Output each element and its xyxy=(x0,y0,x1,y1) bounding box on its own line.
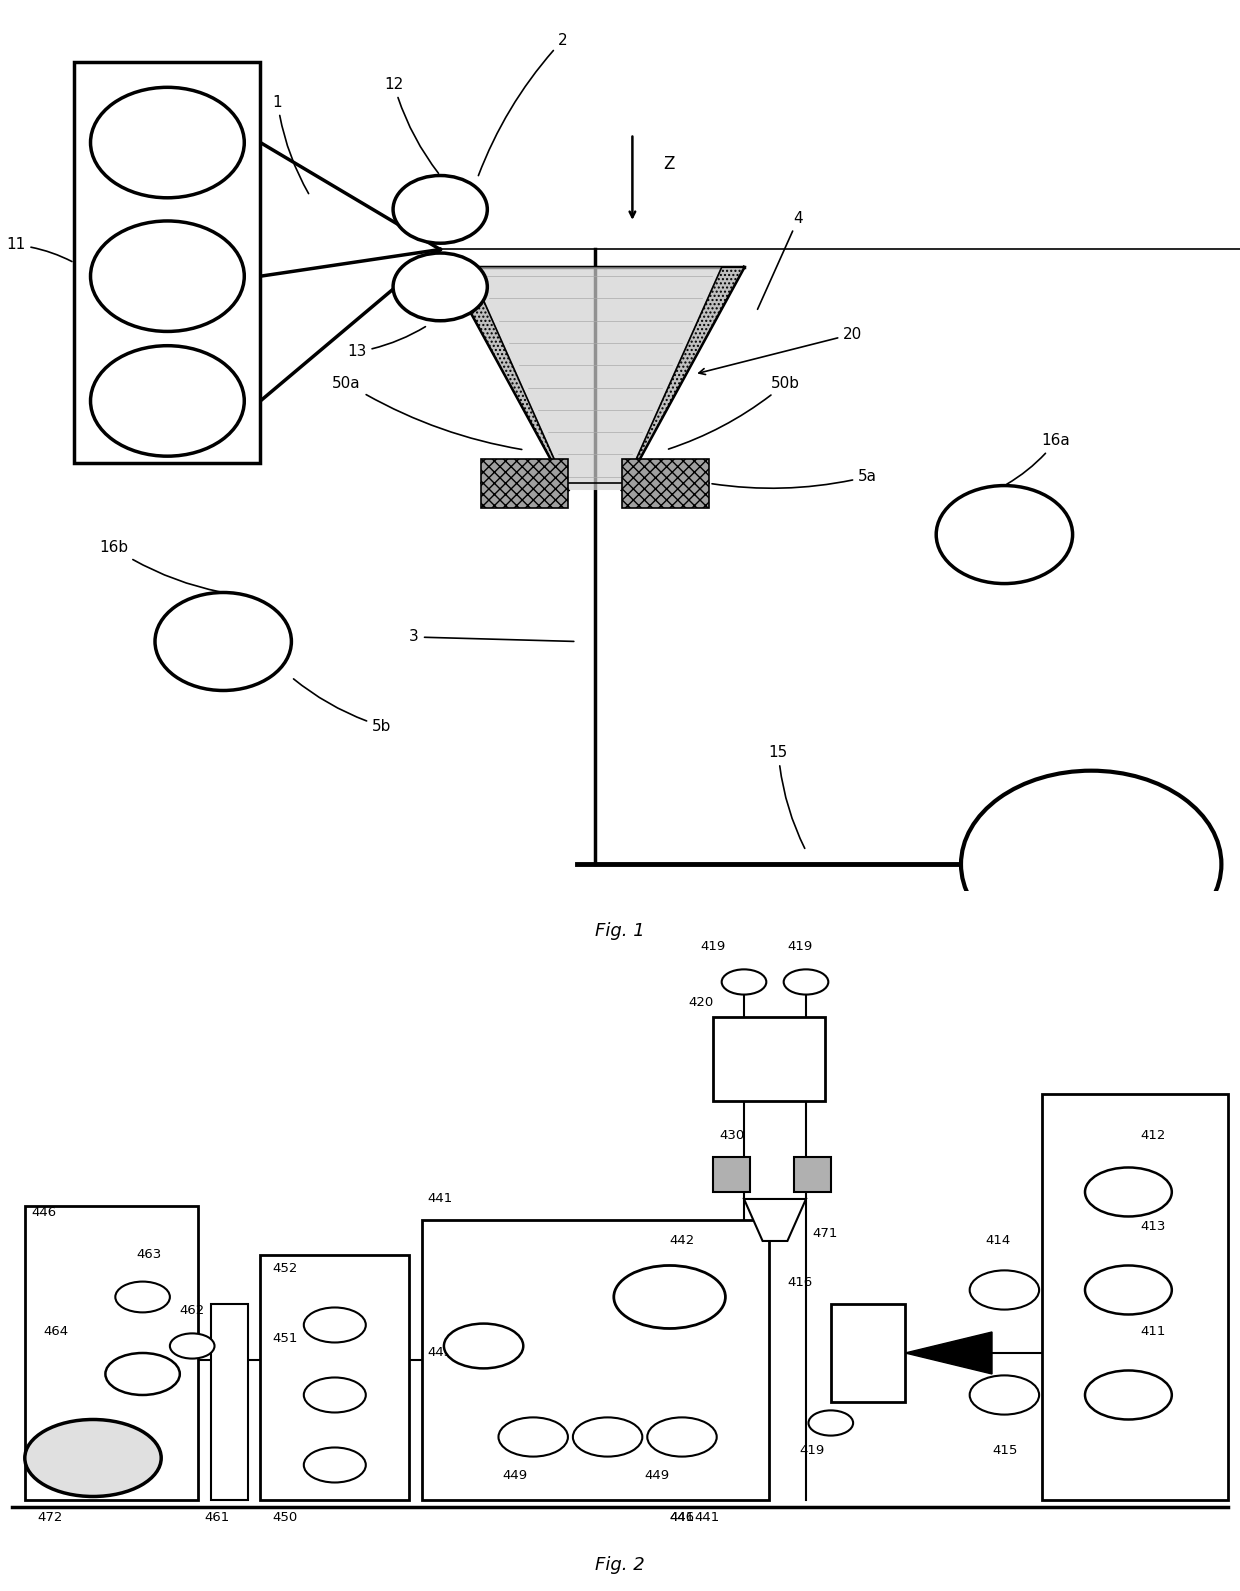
Circle shape xyxy=(1085,1370,1172,1419)
Text: 441: 441 xyxy=(670,1511,694,1524)
Text: 15: 15 xyxy=(769,745,805,848)
Circle shape xyxy=(105,1352,180,1395)
Text: 16a: 16a xyxy=(1007,433,1070,484)
Circle shape xyxy=(393,175,487,243)
Circle shape xyxy=(304,1378,366,1413)
Text: Z: Z xyxy=(663,156,675,173)
Circle shape xyxy=(393,253,487,321)
Text: 419: 419 xyxy=(800,1445,825,1457)
Text: 446: 446 xyxy=(670,1511,694,1524)
Circle shape xyxy=(304,1308,366,1343)
Text: 441: 441 xyxy=(428,1193,453,1206)
Bar xyxy=(1042,1095,1228,1500)
Text: 50a: 50a xyxy=(332,375,522,450)
Text: 5b: 5b xyxy=(294,679,392,733)
Circle shape xyxy=(91,345,244,457)
Circle shape xyxy=(961,770,1221,958)
Circle shape xyxy=(91,88,244,197)
Text: 5a: 5a xyxy=(712,469,877,488)
Text: 443: 443 xyxy=(428,1346,453,1359)
Polygon shape xyxy=(622,267,744,490)
Circle shape xyxy=(170,1333,215,1359)
Text: 430: 430 xyxy=(719,1130,744,1142)
Text: 462: 462 xyxy=(180,1305,205,1317)
Text: 4: 4 xyxy=(758,210,804,309)
Bar xyxy=(422,1220,769,1500)
Text: 416: 416 xyxy=(787,1276,812,1289)
Text: 3: 3 xyxy=(409,630,574,644)
Circle shape xyxy=(25,1419,161,1497)
Text: 1: 1 xyxy=(273,95,309,194)
Text: 463: 463 xyxy=(136,1249,161,1262)
Text: 451: 451 xyxy=(273,1333,298,1346)
Circle shape xyxy=(970,1375,1039,1414)
Text: 13: 13 xyxy=(347,326,425,360)
Bar xyxy=(25,1206,198,1500)
Circle shape xyxy=(1085,1265,1172,1314)
Text: 415: 415 xyxy=(992,1445,1017,1457)
Text: 472: 472 xyxy=(37,1511,62,1524)
Bar xyxy=(794,1157,831,1192)
Circle shape xyxy=(1085,1168,1172,1217)
Circle shape xyxy=(722,969,766,994)
Bar xyxy=(211,1305,248,1500)
Text: 419: 419 xyxy=(787,940,812,953)
Circle shape xyxy=(614,1265,725,1328)
Polygon shape xyxy=(905,1332,992,1375)
Text: 16b: 16b xyxy=(99,541,221,592)
Bar xyxy=(831,1305,905,1402)
Bar xyxy=(260,1255,409,1500)
Circle shape xyxy=(115,1282,170,1313)
Bar xyxy=(713,1157,750,1192)
Circle shape xyxy=(304,1448,366,1483)
Text: 449: 449 xyxy=(502,1468,527,1481)
Bar xyxy=(622,458,709,508)
Bar xyxy=(481,458,568,508)
Text: 450: 450 xyxy=(273,1511,298,1524)
Polygon shape xyxy=(744,1200,806,1241)
Text: 411: 411 xyxy=(1141,1325,1166,1338)
Text: 464: 464 xyxy=(43,1325,68,1338)
Circle shape xyxy=(91,221,244,331)
Bar xyxy=(713,1017,825,1101)
Text: 414: 414 xyxy=(986,1235,1011,1247)
Circle shape xyxy=(444,1324,523,1368)
Text: 413: 413 xyxy=(1141,1220,1166,1233)
Text: 452: 452 xyxy=(273,1263,298,1276)
Text: 441: 441 xyxy=(694,1511,719,1524)
Text: 412: 412 xyxy=(1141,1130,1166,1142)
Bar xyxy=(74,62,260,463)
Text: 442: 442 xyxy=(670,1235,694,1247)
Text: 11: 11 xyxy=(6,237,72,261)
Text: 2: 2 xyxy=(479,32,568,175)
Circle shape xyxy=(155,592,291,690)
Circle shape xyxy=(970,1270,1039,1309)
Circle shape xyxy=(573,1418,642,1457)
Text: 20: 20 xyxy=(699,326,863,374)
Text: 50b: 50b xyxy=(668,375,800,449)
Circle shape xyxy=(784,969,828,994)
Text: 449: 449 xyxy=(645,1468,670,1481)
Text: 471: 471 xyxy=(812,1228,837,1241)
Circle shape xyxy=(498,1418,568,1457)
Text: 420: 420 xyxy=(688,996,713,1009)
Text: 446: 446 xyxy=(31,1206,56,1219)
Circle shape xyxy=(808,1410,853,1435)
Circle shape xyxy=(647,1418,717,1457)
Text: 12: 12 xyxy=(384,76,439,173)
Polygon shape xyxy=(446,267,568,490)
Text: 461: 461 xyxy=(205,1511,229,1524)
Polygon shape xyxy=(469,267,722,490)
Text: Fig. 1: Fig. 1 xyxy=(595,921,645,940)
Circle shape xyxy=(936,485,1073,584)
Text: 419: 419 xyxy=(701,940,725,953)
Text: Fig. 2: Fig. 2 xyxy=(595,1556,645,1573)
